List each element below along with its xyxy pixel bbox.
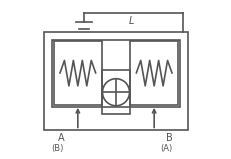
- Bar: [54, 41, 101, 105]
- Bar: [101, 70, 130, 114]
- Text: (B): (B): [51, 144, 63, 153]
- Bar: [44, 32, 187, 130]
- Bar: [130, 41, 177, 105]
- Text: A: A: [58, 133, 64, 142]
- Text: (A): (A): [159, 144, 171, 153]
- Text: B: B: [165, 133, 172, 142]
- Bar: [52, 40, 179, 107]
- Text: L: L: [129, 16, 134, 26]
